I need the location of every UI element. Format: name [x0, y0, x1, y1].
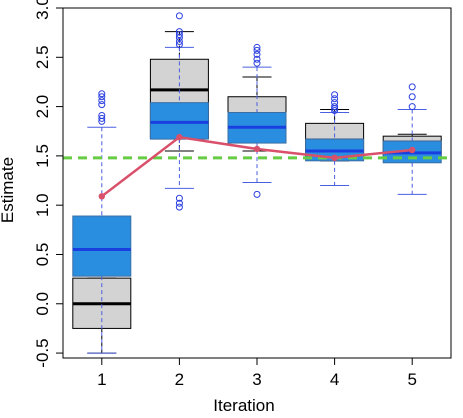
axis-layer: -0.5 0.0 0.5 1.0 1.5 2.0 2.5 3.0 1 2 3 4 5: [33, 0, 452, 389]
x-tick-label: 3: [252, 370, 261, 389]
y-tick-label: 0.0: [33, 292, 52, 316]
outlier-point: [253, 43, 261, 51]
y-tick-label: 1.5: [33, 144, 52, 168]
outlier-point: [175, 12, 183, 20]
box-series-2-iteration-1: [72, 90, 132, 354]
y-tick-label: 0.5: [33, 243, 52, 267]
outlier-point: [98, 114, 106, 122]
outlier-point: [98, 93, 106, 101]
outlier-point: [98, 97, 106, 105]
outlier-point: [331, 95, 339, 103]
outlier-point: [253, 190, 261, 198]
box-series-2-iteration-3: [227, 43, 287, 198]
y-tick-label: 2.5: [33, 45, 52, 69]
x-tick-label: 1: [97, 370, 106, 389]
outlier-point: [253, 55, 261, 63]
outlier-point: [175, 28, 183, 36]
outlier-point: [98, 101, 106, 109]
y-tick-label: 1.0: [33, 193, 52, 217]
x-tick-label: 5: [407, 370, 416, 389]
estimate-point: [98, 193, 106, 200]
outlier-point: [331, 103, 339, 111]
estimate-point: [409, 146, 416, 154]
outlier-point: [98, 90, 106, 98]
outlier-point: [331, 99, 339, 107]
line-layer: [63, 133, 451, 200]
estimate-point: [176, 133, 183, 141]
outlier-point: [175, 40, 183, 48]
y-tick-label: -0.5: [33, 338, 52, 367]
outlier-point: [253, 50, 261, 58]
outlier-point: [98, 111, 106, 119]
outlier-point: [253, 46, 261, 54]
outlier-point: [175, 194, 183, 202]
x-tick-label: 4: [330, 370, 339, 389]
x-tick-label: 2: [175, 370, 184, 389]
outlier-point: [175, 38, 183, 46]
y-tick-label: 2.0: [33, 95, 52, 119]
estimate-point: [253, 145, 261, 153]
y-tick-label: 3.0: [33, 0, 52, 20]
box-series-2-iteration-2: [149, 12, 209, 211]
outlier-point: [331, 91, 339, 99]
y-axis-title: Estimate: [0, 157, 17, 223]
outlier-point: [408, 83, 416, 91]
x-axis-title: Iteration: [213, 396, 274, 415]
outlier-point: [408, 93, 416, 101]
box-layer: [72, 12, 442, 354]
box-iqr: [72, 215, 132, 277]
outlier-point: [175, 199, 183, 207]
estimate-point: [331, 154, 338, 162]
outlier-point: [331, 107, 339, 115]
outlier-point: [408, 103, 416, 111]
outlier-point: [253, 59, 261, 67]
outlier-point: [175, 203, 183, 211]
outlier-point: [175, 31, 183, 39]
